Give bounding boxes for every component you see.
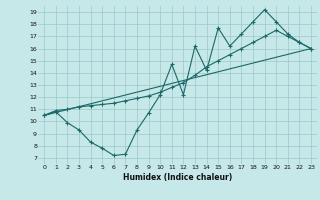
X-axis label: Humidex (Indice chaleur): Humidex (Indice chaleur) [123,173,232,182]
